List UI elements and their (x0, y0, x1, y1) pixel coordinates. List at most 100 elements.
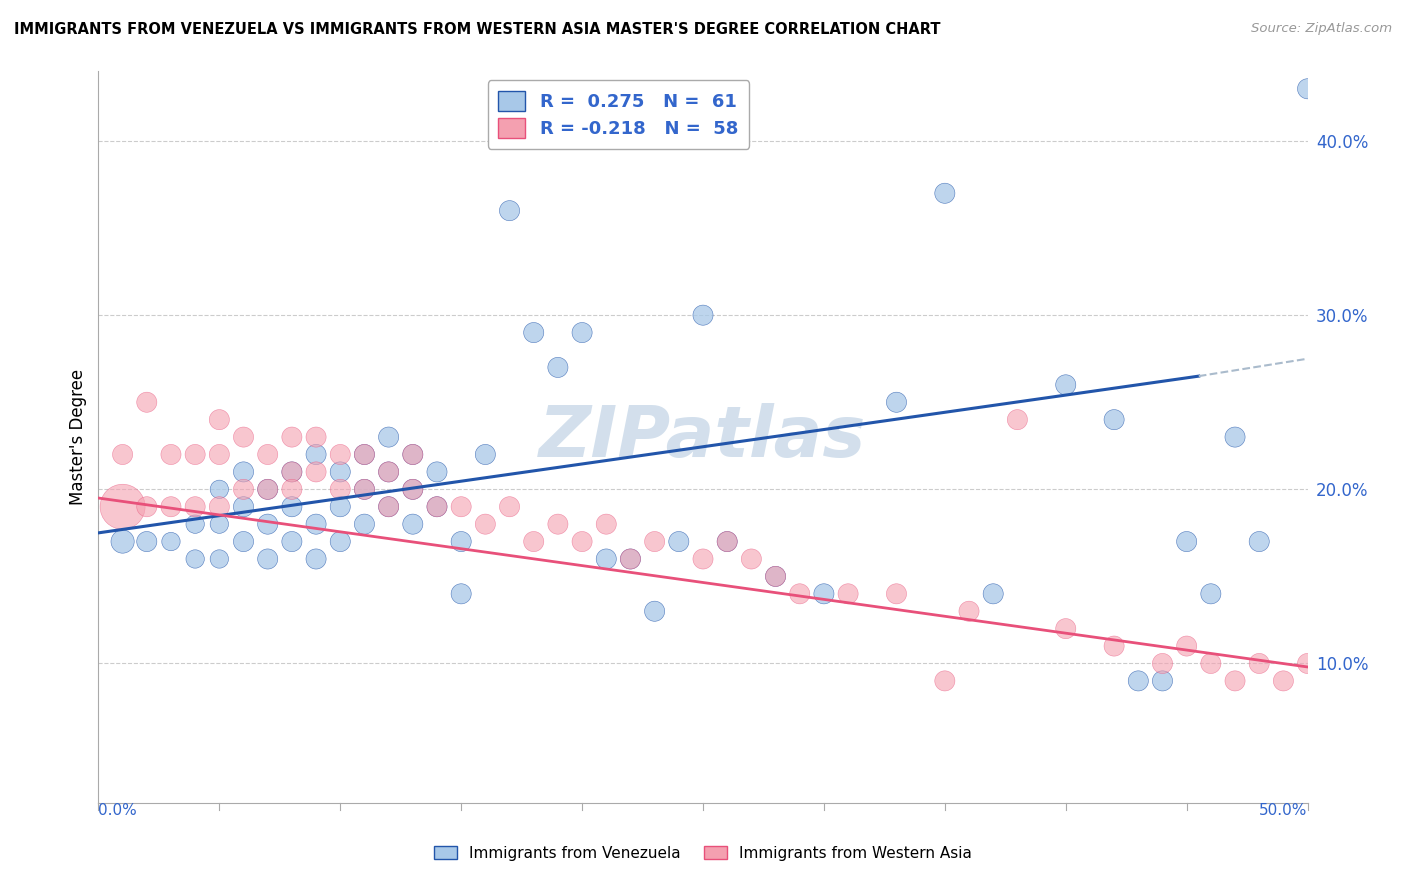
Point (232, 465, 254, 479)
Point (450, 500, 472, 514)
Point (135, 395, 157, 409)
Text: Source: ZipAtlas.com: Source: ZipAtlas.com (1251, 22, 1392, 36)
Point (256, 483, 278, 497)
Point (886, 587, 908, 601)
Point (305, 552, 328, 566)
Y-axis label: Master's Degree: Master's Degree (69, 369, 87, 505)
Point (692, 552, 714, 566)
Point (329, 500, 352, 514)
Point (740, 552, 762, 566)
Point (184, 517, 207, 532)
Point (256, 552, 278, 566)
Point (1128, 673, 1150, 688)
Point (571, 534, 593, 549)
Point (474, 448, 496, 462)
Point (981, 587, 1004, 601)
Point (256, 517, 278, 532)
Point (160, 534, 183, 549)
Point (813, 587, 835, 601)
Point (281, 465, 304, 479)
Point (1320, 673, 1343, 688)
Point (208, 448, 231, 462)
Point (377, 500, 399, 514)
Point (329, 534, 352, 549)
Point (619, 552, 641, 566)
Point (232, 500, 254, 514)
Point (353, 448, 375, 462)
Point (305, 448, 328, 462)
Point (1199, 657, 1222, 671)
Point (934, 673, 956, 688)
Point (281, 465, 304, 479)
Point (305, 465, 328, 479)
Point (716, 534, 738, 549)
Point (402, 448, 425, 462)
Point (329, 448, 352, 462)
Point (329, 483, 352, 497)
Point (765, 569, 787, 583)
Point (305, 430, 328, 444)
Point (692, 308, 714, 322)
Point (1249, 534, 1271, 549)
Point (644, 534, 666, 549)
Text: ZIPatlas: ZIPatlas (540, 402, 866, 472)
Legend: Immigrants from Venezuela, Immigrants from Western Asia: Immigrants from Venezuela, Immigrants fr… (426, 838, 980, 868)
Point (281, 534, 304, 549)
Point (765, 569, 787, 583)
Point (353, 517, 375, 532)
Text: IMMIGRANTS FROM VENEZUELA VS IMMIGRANTS FROM WESTERN ASIA MASTER'S DEGREE CORREL: IMMIGRANTS FROM VENEZUELA VS IMMIGRANTS … (14, 22, 941, 37)
Point (135, 534, 157, 549)
Point (547, 517, 569, 532)
Point (1249, 657, 1271, 671)
Point (402, 517, 425, 532)
Point (886, 395, 908, 409)
Point (716, 534, 738, 549)
Point (1223, 430, 1246, 444)
Point (208, 412, 231, 426)
Point (498, 500, 520, 514)
Point (281, 430, 304, 444)
Point (1272, 673, 1295, 688)
Point (1102, 412, 1125, 426)
Point (450, 534, 472, 549)
Point (595, 552, 617, 566)
Point (644, 604, 666, 618)
Point (498, 203, 520, 218)
Text: 50.0%: 50.0% (1260, 803, 1308, 818)
Point (1007, 412, 1029, 426)
Point (232, 430, 254, 444)
Point (232, 483, 254, 497)
Point (1054, 377, 1077, 392)
Point (1054, 622, 1077, 636)
Point (111, 534, 134, 549)
Point (1223, 673, 1246, 688)
Point (208, 517, 231, 532)
Point (353, 483, 375, 497)
Point (256, 483, 278, 497)
Point (208, 500, 231, 514)
Point (353, 483, 375, 497)
Point (595, 517, 617, 532)
Point (1296, 657, 1319, 671)
Point (377, 465, 399, 479)
Point (305, 517, 328, 532)
Point (1152, 673, 1174, 688)
Point (571, 326, 593, 340)
Point (668, 534, 690, 549)
Point (1102, 639, 1125, 653)
Point (523, 534, 546, 549)
Point (450, 587, 472, 601)
Point (957, 604, 980, 618)
Point (111, 500, 134, 514)
Point (426, 500, 449, 514)
Point (474, 517, 496, 532)
Point (402, 483, 425, 497)
Point (232, 534, 254, 549)
Point (184, 448, 207, 462)
Point (426, 500, 449, 514)
Point (1296, 82, 1319, 96)
Point (135, 500, 157, 514)
Point (402, 483, 425, 497)
Point (1175, 534, 1198, 549)
Point (377, 500, 399, 514)
